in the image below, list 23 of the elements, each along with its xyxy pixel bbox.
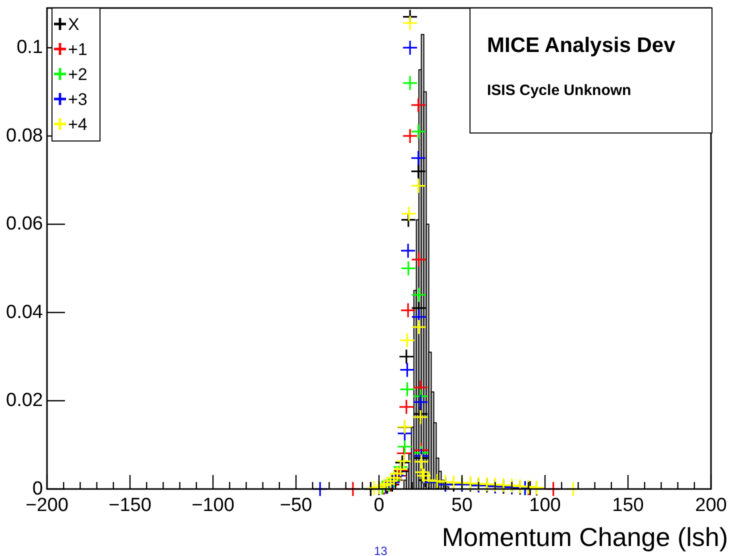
y-tick-label: 0.1 xyxy=(16,37,43,58)
x-tick-label: −100 xyxy=(192,495,234,516)
text: 13 xyxy=(374,544,388,556)
legend-label: +2 xyxy=(68,65,88,84)
x-tick-label: −50 xyxy=(280,495,312,516)
legend-label: +3 xyxy=(68,90,88,109)
y-tick-label: 0.04 xyxy=(6,302,44,323)
x-tick-label: −150 xyxy=(108,495,152,516)
x-tick-label: 100 xyxy=(529,495,561,516)
x-tick-label: 200 xyxy=(695,495,727,516)
y-tick-label: 0.02 xyxy=(6,390,43,412)
y-tick-label: 0.06 xyxy=(6,214,43,235)
legend-label: +4 xyxy=(68,115,88,134)
x-tick-label: 0 xyxy=(374,495,384,516)
x-tick-label: −200 xyxy=(26,495,68,516)
text: MICE Analysis Dev xyxy=(487,34,676,57)
x-axis-title: Momentum Change (lsh) xyxy=(442,522,728,552)
x-tick-label: 150 xyxy=(612,495,644,516)
text: ISIS Cycle Unknown xyxy=(487,82,632,99)
legend-label: X xyxy=(68,15,80,34)
y-tick-label: 0.08 xyxy=(6,125,43,146)
legend-label: +1 xyxy=(68,40,88,59)
x-tick-label: 50 xyxy=(451,495,473,516)
